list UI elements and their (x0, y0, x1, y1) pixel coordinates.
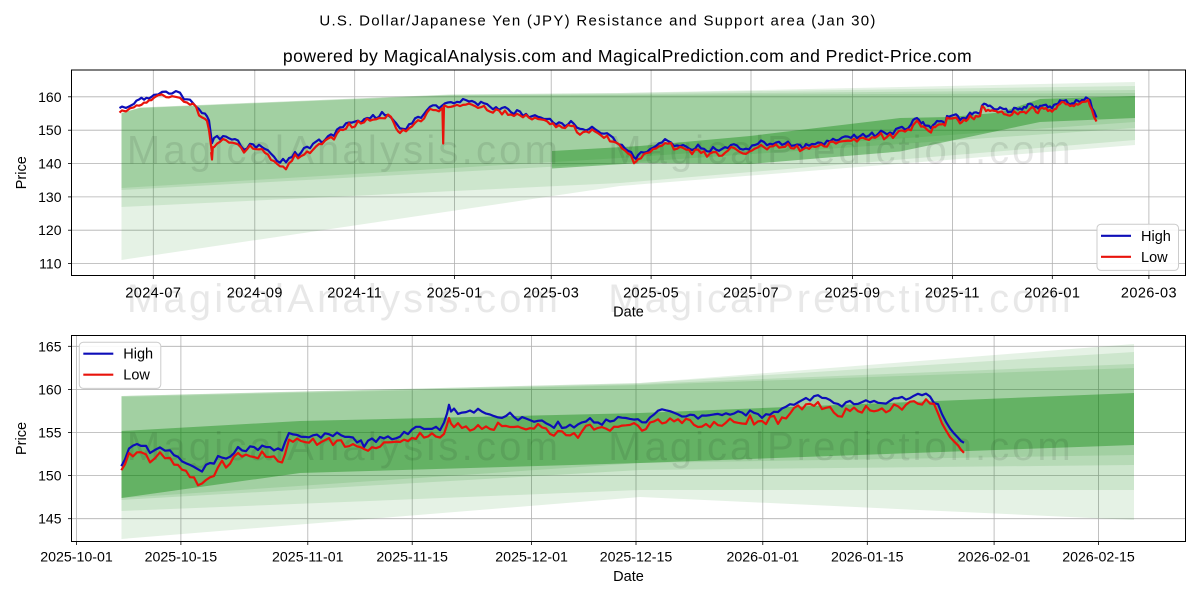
svg-text:2026-01-01: 2026-01-01 (727, 550, 800, 566)
svg-text:2026-02-01: 2026-02-01 (958, 550, 1031, 566)
svg-text:Low: Low (123, 368, 150, 384)
svg-text:Date: Date (613, 305, 644, 321)
svg-text:2025-07: 2025-07 (723, 286, 779, 302)
svg-text:U.S. Dollar/Japanese Yen (JPY): U.S. Dollar/Japanese Yen (JPY) Resistanc… (319, 13, 876, 30)
svg-text:120: 120 (38, 222, 62, 238)
svg-text:2025-05: 2025-05 (623, 286, 679, 302)
svg-text:2025-01: 2025-01 (427, 286, 483, 302)
svg-text:2025-12-15: 2025-12-15 (600, 550, 673, 566)
svg-text:155: 155 (38, 425, 62, 441)
svg-text:High: High (1141, 229, 1171, 245)
svg-text:2025-11-15: 2025-11-15 (376, 550, 448, 566)
svg-text:MagicalPrediction.com: MagicalPrediction.com (608, 425, 1073, 469)
svg-text:MagicalAnalysis.com: MagicalAnalysis.com (127, 128, 561, 172)
svg-text:MagicalAnalysis.com: MagicalAnalysis.com (127, 277, 561, 321)
svg-text:High: High (123, 347, 153, 363)
svg-text:2025-10-15: 2025-10-15 (145, 550, 218, 566)
svg-text:2024-09: 2024-09 (227, 286, 283, 302)
svg-text:2024-07: 2024-07 (125, 286, 181, 302)
svg-text:Low: Low (1141, 250, 1168, 266)
svg-text:165: 165 (38, 338, 62, 354)
svg-text:145: 145 (38, 511, 62, 527)
svg-text:130: 130 (38, 189, 62, 205)
svg-text:2025-11: 2025-11 (925, 286, 980, 302)
svg-text:Price: Price (14, 156, 30, 189)
svg-text:2024-11: 2024-11 (327, 286, 382, 302)
svg-text:2025-11-01: 2025-11-01 (272, 550, 344, 566)
svg-text:2026-02-15: 2026-02-15 (1062, 550, 1135, 566)
svg-text:140: 140 (38, 156, 62, 172)
svg-text:150: 150 (38, 122, 62, 138)
svg-text:Price: Price (14, 422, 30, 455)
svg-text:160: 160 (38, 89, 62, 105)
svg-text:2026-01: 2026-01 (1024, 286, 1080, 302)
svg-text:2025-12-01: 2025-12-01 (495, 550, 568, 566)
svg-text:2026-01-15: 2026-01-15 (831, 550, 904, 566)
svg-text:powered by MagicalAnalysis.com: powered by MagicalAnalysis.com and Magic… (283, 46, 972, 66)
svg-text:2025-10-01: 2025-10-01 (40, 550, 113, 566)
svg-text:2026-03: 2026-03 (1121, 286, 1177, 302)
svg-text:160: 160 (38, 381, 62, 397)
svg-text:Date: Date (613, 569, 644, 585)
svg-text:MagicalPrediction.com: MagicalPrediction.com (608, 277, 1073, 321)
svg-text:2025-03: 2025-03 (523, 286, 579, 302)
svg-text:110: 110 (39, 256, 62, 272)
svg-text:MagicalPrediction.com: MagicalPrediction.com (608, 128, 1073, 172)
svg-text:150: 150 (38, 468, 62, 484)
svg-text:MagicalAnalysis.com: MagicalAnalysis.com (127, 425, 561, 469)
svg-text:2025-09: 2025-09 (824, 286, 880, 302)
